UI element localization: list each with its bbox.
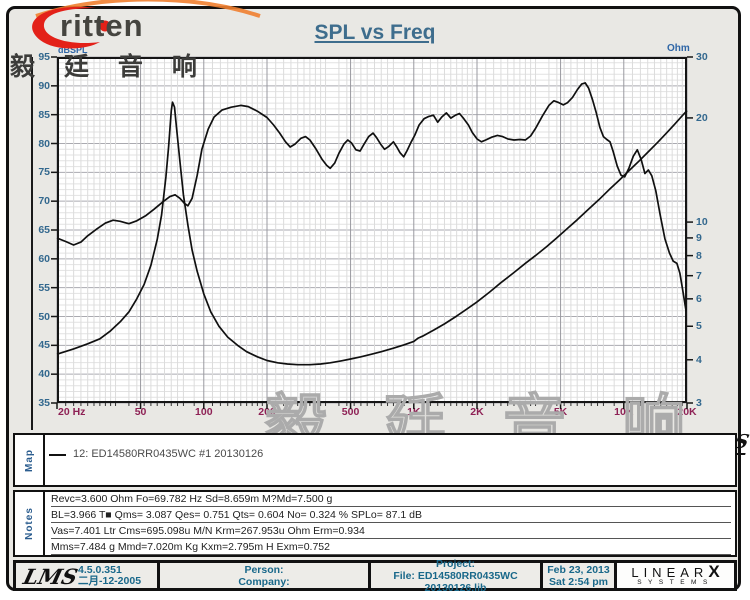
y-right-tick-label: 3 bbox=[696, 397, 702, 409]
brand-logo: ritten 毅 廷 音 响 bbox=[8, 0, 278, 84]
y-left-tick-label: 85 bbox=[38, 108, 50, 121]
y-left-axis-unit: dBSPL bbox=[58, 45, 88, 55]
brand-name: ritten bbox=[60, 8, 144, 43]
y-left-tick-label: 45 bbox=[38, 339, 50, 352]
note-line-3: Vas=7.401 Ltr Cms=695.098u M/N Krm=267.9… bbox=[51, 525, 731, 539]
brand-cjk-name: 毅 廷 音 响 bbox=[10, 53, 208, 81]
footer-version: 4.5.0.351 bbox=[78, 564, 122, 576]
y-left-tick-label: 75 bbox=[38, 166, 50, 179]
series-spl-curve bbox=[56, 82, 687, 312]
y-left-tick-label: 70 bbox=[38, 195, 50, 208]
y-left-tick-label: 60 bbox=[38, 252, 50, 265]
footer-company-label: Company: bbox=[238, 575, 290, 588]
y-right-tick-label: 8 bbox=[696, 249, 702, 262]
footer-version-cell: LMS 4.5.0.351 二月-12-2005 bbox=[16, 563, 157, 589]
footer-file-label: File: ED14580RR0435WC 20130126.lib bbox=[393, 569, 518, 594]
footer-lms-logo: LMS bbox=[20, 564, 81, 589]
y-left-tick-label: 35 bbox=[38, 397, 50, 409]
page-title: SPL vs Freq bbox=[314, 21, 436, 44]
y-left-tick-label: 80 bbox=[38, 137, 50, 150]
linearx-logo: LINEARX SYSTEMS bbox=[617, 563, 734, 588]
x-tick-label: 2K bbox=[470, 406, 484, 418]
y-right-tick-label: 9 bbox=[696, 231, 702, 244]
map-legend-swatch bbox=[49, 454, 66, 456]
linearx-x: X bbox=[708, 561, 720, 581]
footer-time: Sat 2:54 pm bbox=[549, 575, 608, 588]
series-impedance-curve bbox=[56, 101, 688, 366]
footer-project-cell: Project: File: ED14580RR0435WC 20130126.… bbox=[368, 558, 540, 594]
linearx-systems: SYSTEMS bbox=[637, 578, 714, 586]
y-right-axis-unit: Ohm bbox=[667, 43, 690, 54]
y-right-tick-label: 5 bbox=[696, 320, 702, 333]
notes-panel: Notes Revc=3.600 Ohm Fo=69.782 Hz Sd=8.6… bbox=[13, 490, 737, 557]
map-side-label: Map bbox=[15, 435, 45, 485]
y-right-tick-label: 6 bbox=[696, 292, 702, 305]
notes-side-label: Notes bbox=[15, 492, 45, 555]
note-line-1: Revc=3.600 Ohm Fo=69.782 Hz Sd=8.659m M?… bbox=[51, 493, 731, 507]
y-right-tick-label: 7 bbox=[696, 269, 702, 282]
linearx-wordmark: LINEAR bbox=[631, 564, 709, 580]
footer-linearx-cell: LINEARX SYSTEMS bbox=[614, 563, 734, 588]
y-left-tick-label: 65 bbox=[38, 224, 50, 236]
x-tick-label: 10K bbox=[614, 406, 634, 418]
y-right-tick-label: 20 bbox=[696, 111, 708, 124]
brand-swoosh-icon bbox=[32, 0, 261, 49]
footer-project-label: Project: bbox=[435, 557, 476, 570]
footer-date-cn: 二月-12-2005 bbox=[78, 575, 142, 587]
y-right-tick-label: 10 bbox=[696, 216, 708, 229]
x-tick-label: 100 bbox=[195, 406, 213, 418]
plot-area: 毅 廷 音 响 LMS bbox=[51, 56, 750, 460]
y-right-tick-label: 4 bbox=[696, 353, 702, 366]
y-left-tick-label: 40 bbox=[38, 368, 50, 381]
y-left-tick-label: 55 bbox=[38, 281, 50, 294]
y-left-tick-label: 90 bbox=[38, 79, 50, 92]
map-panel: Map 12: ED14580RR0435WC #1 20130126 bbox=[13, 433, 737, 487]
y-left-tick-label: 95 bbox=[38, 51, 50, 63]
map-legend-text: 12: ED14580RR0435WC #1 20130126 bbox=[73, 448, 264, 460]
footer-person-cell: Person: Company: bbox=[157, 563, 368, 588]
footer-person-label: Person: bbox=[244, 563, 284, 576]
footer-datetime-cell: Feb 23, 2013 Sat 2:54 pm bbox=[540, 563, 614, 588]
x-tick-label: 500 bbox=[341, 406, 360, 418]
x-tick-label: 20K bbox=[677, 406, 697, 418]
footer-bar: LMS 4.5.0.351 二月-12-2005 Person: Company… bbox=[13, 558, 737, 594]
y-right-tick-label: 30 bbox=[696, 51, 708, 63]
note-line-2: BL=3.966 T■ Qms= 3.087 Qes= 0.751 Qts= 0… bbox=[51, 509, 731, 523]
x-tick-label: 50 bbox=[134, 406, 147, 418]
left-margin-rule bbox=[31, 57, 33, 430]
y-left-tick-label: 50 bbox=[38, 310, 50, 323]
note-line-4: Mms=7.484 g Mmd=7.020m Kg Kxm=2.795m H E… bbox=[51, 541, 731, 555]
chart-svg bbox=[51, 56, 693, 409]
x-tick-label: 200 bbox=[258, 406, 276, 418]
footer-date: Feb 23, 2013 bbox=[547, 563, 610, 576]
x-tick-label: 5K bbox=[553, 406, 568, 418]
x-tick-label: 20 Hz bbox=[58, 406, 86, 418]
x-tick-label: 1K bbox=[407, 406, 421, 418]
